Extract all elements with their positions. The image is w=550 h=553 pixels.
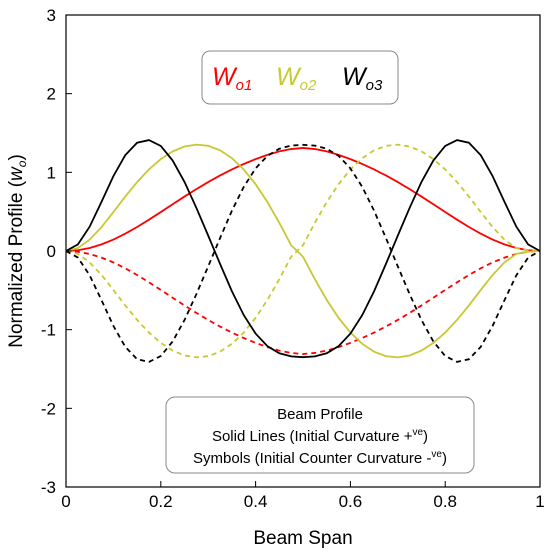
x-tick-label: 0.8 xyxy=(433,492,457,511)
annotation-line-3-close: ) xyxy=(442,450,447,467)
legend-wo3-sub: o3 xyxy=(366,77,383,94)
x-tick-label: 0.4 xyxy=(244,492,268,511)
x-tick-label: 0 xyxy=(61,492,70,511)
series-line-wo2-ve xyxy=(65,143,541,359)
x-tick-label: 0.2 xyxy=(149,492,173,511)
legend: Wo1 Wo2 Wo3 xyxy=(201,50,399,105)
tick-layer: 0 0.2 0.4 0.6 0.8 1 -3 -2 -1 0 1 2 3 xyxy=(41,6,545,511)
series-layer xyxy=(65,139,541,363)
y-tick-label: -2 xyxy=(41,399,56,418)
legend-entry-wo2: Wo2 xyxy=(276,63,317,94)
series-line-wo1-ve xyxy=(65,147,541,252)
legend-wo1-main: W xyxy=(212,63,238,91)
legend-entry-wo1: Wo1 xyxy=(212,63,252,94)
legend-entry-wo3: Wo3 xyxy=(342,63,383,94)
y-axis-title-main: Normalized Profile ( xyxy=(6,180,27,347)
annotation-line-3-main: Symbols (Initial Counter Curvature - xyxy=(193,450,431,467)
annotation-line-2-main: Solid Lines (Initial Curvature + xyxy=(212,428,413,445)
y-tick-label: 0 xyxy=(47,242,56,261)
y-axis-title-close: ) xyxy=(6,154,27,160)
annotation-frame xyxy=(165,396,475,474)
series-line-wo3-ve xyxy=(65,139,541,359)
legend-box xyxy=(201,50,399,105)
annotation-line-1: Beam Profile xyxy=(277,406,363,423)
legend-wo1-sub: o1 xyxy=(236,77,253,94)
y-tick-label: -3 xyxy=(41,478,56,497)
annotation-box: Beam Profile Solid Lines (Initial Curvat… xyxy=(165,396,475,474)
annotation-line-3-sup: ve xyxy=(431,449,442,460)
y-tick-label: -1 xyxy=(41,321,56,340)
annotation-line-2-close: ) xyxy=(423,428,428,445)
x-axis-title: Beam Span xyxy=(253,528,352,549)
y-axis-title-var: w xyxy=(6,166,27,181)
annotation-line-2-sup: ve xyxy=(412,427,423,438)
y-tick-label: 1 xyxy=(47,163,56,182)
y-tick-label: 3 xyxy=(47,6,56,25)
x-tick-label: 1 xyxy=(535,492,544,511)
x-tick-label: 0.6 xyxy=(339,492,363,511)
series-line-wo2-ve xyxy=(65,143,541,359)
y-axis-title-sub: o xyxy=(15,160,29,167)
legend-wo3-main: W xyxy=(342,63,368,91)
annotation-line-2: Solid Lines (Initial Curvature +ve) xyxy=(212,427,428,445)
legend-wo2-sub: o2 xyxy=(300,77,317,94)
y-axis-title: Normalized Profile (wo) xyxy=(6,154,29,348)
series-line-wo3-ve xyxy=(65,143,541,363)
legend-wo2-main: W xyxy=(276,63,302,91)
y-tick-label: 2 xyxy=(47,85,56,104)
series-line-wo1-ve xyxy=(65,250,541,355)
annotation-line-3: Symbols (Initial Counter Curvature -ve) xyxy=(193,449,447,467)
